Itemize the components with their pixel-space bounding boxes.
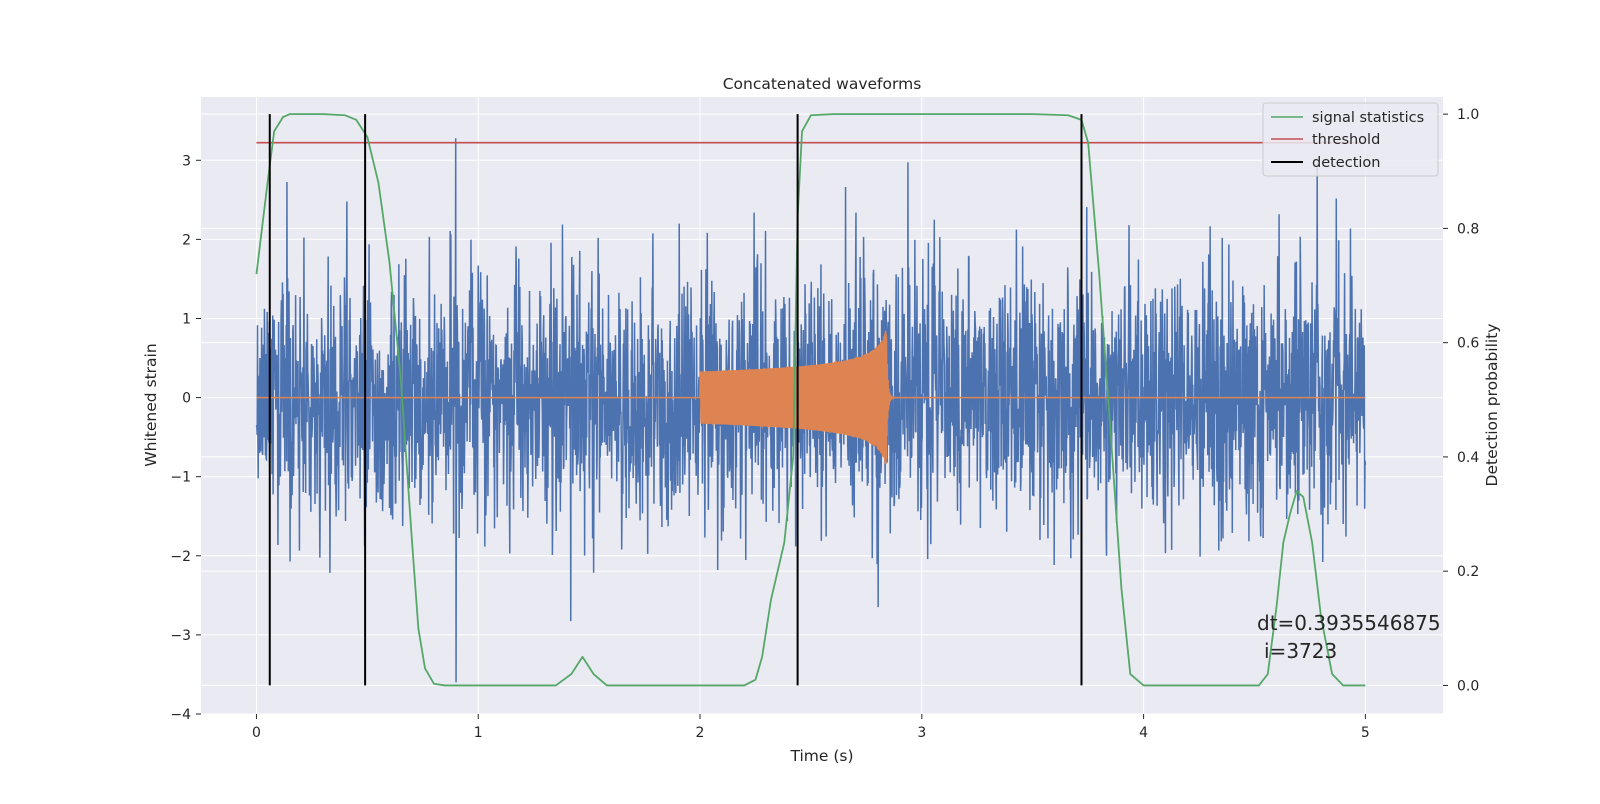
x-tick-label: 1 [474,725,483,741]
y-tick-label: 0 [182,391,191,407]
x-tick-label: 5 [1361,725,1370,741]
y-axis-label: Whitened strain [142,343,160,466]
y-tick-label: −4 [170,707,191,723]
y-tick-label: 2 [182,232,191,248]
right-y-tick-label: 0.8 [1457,221,1479,237]
signal-statistics-line [255,113,1366,687]
x-tick-label: 2 [696,725,705,741]
right-y-tick-label: 0.2 [1457,564,1479,580]
legend-box [1262,102,1439,177]
signal-statistics-series [255,113,1366,687]
axis-ticks: 0 1 2 3 4 5 3 2 1 0 −1 −2 −3 −4 1.0 0.8 0.6 0.4 0.2 0.0 [170,107,1479,741]
chart-title: Concatenated waveforms [723,75,922,93]
right-y-axis-label: Detection probability [1483,324,1501,487]
y-tick-label: −3 [170,628,191,644]
legend-label-signal-statistics: signal statistics [1312,110,1424,126]
waveform-series [256,330,1366,465]
x-tick-label: 4 [1139,725,1148,741]
y-tick-label: −1 [170,470,191,486]
waveform-series-line [256,330,1366,465]
annotation-index: i=3723 [1264,639,1337,663]
x-axis-label: Time (s) [789,747,853,765]
right-y-tick-label: 0.0 [1457,678,1479,694]
noise-series [255,138,1367,683]
right-y-tick-label: 0.4 [1457,450,1479,466]
y-tick-label: 3 [182,153,191,169]
noise-series-line [255,138,1367,683]
x-tick-label: 3 [917,725,926,741]
annotation-dt: dt=0.3935546875 [1257,611,1441,635]
legend-label-threshold: threshold [1312,132,1380,148]
detection-series [268,114,1083,686]
right-y-tick-label: 1.0 [1457,107,1479,123]
legend: signal statistics threshold detection [1262,102,1439,177]
y-tick-label: 1 [182,311,191,327]
right-y-tick-label: 0.6 [1457,336,1479,352]
x-tick-label: 0 [252,725,261,741]
legend-label-detection: detection [1312,155,1380,171]
y-tick-label: −2 [170,549,191,565]
